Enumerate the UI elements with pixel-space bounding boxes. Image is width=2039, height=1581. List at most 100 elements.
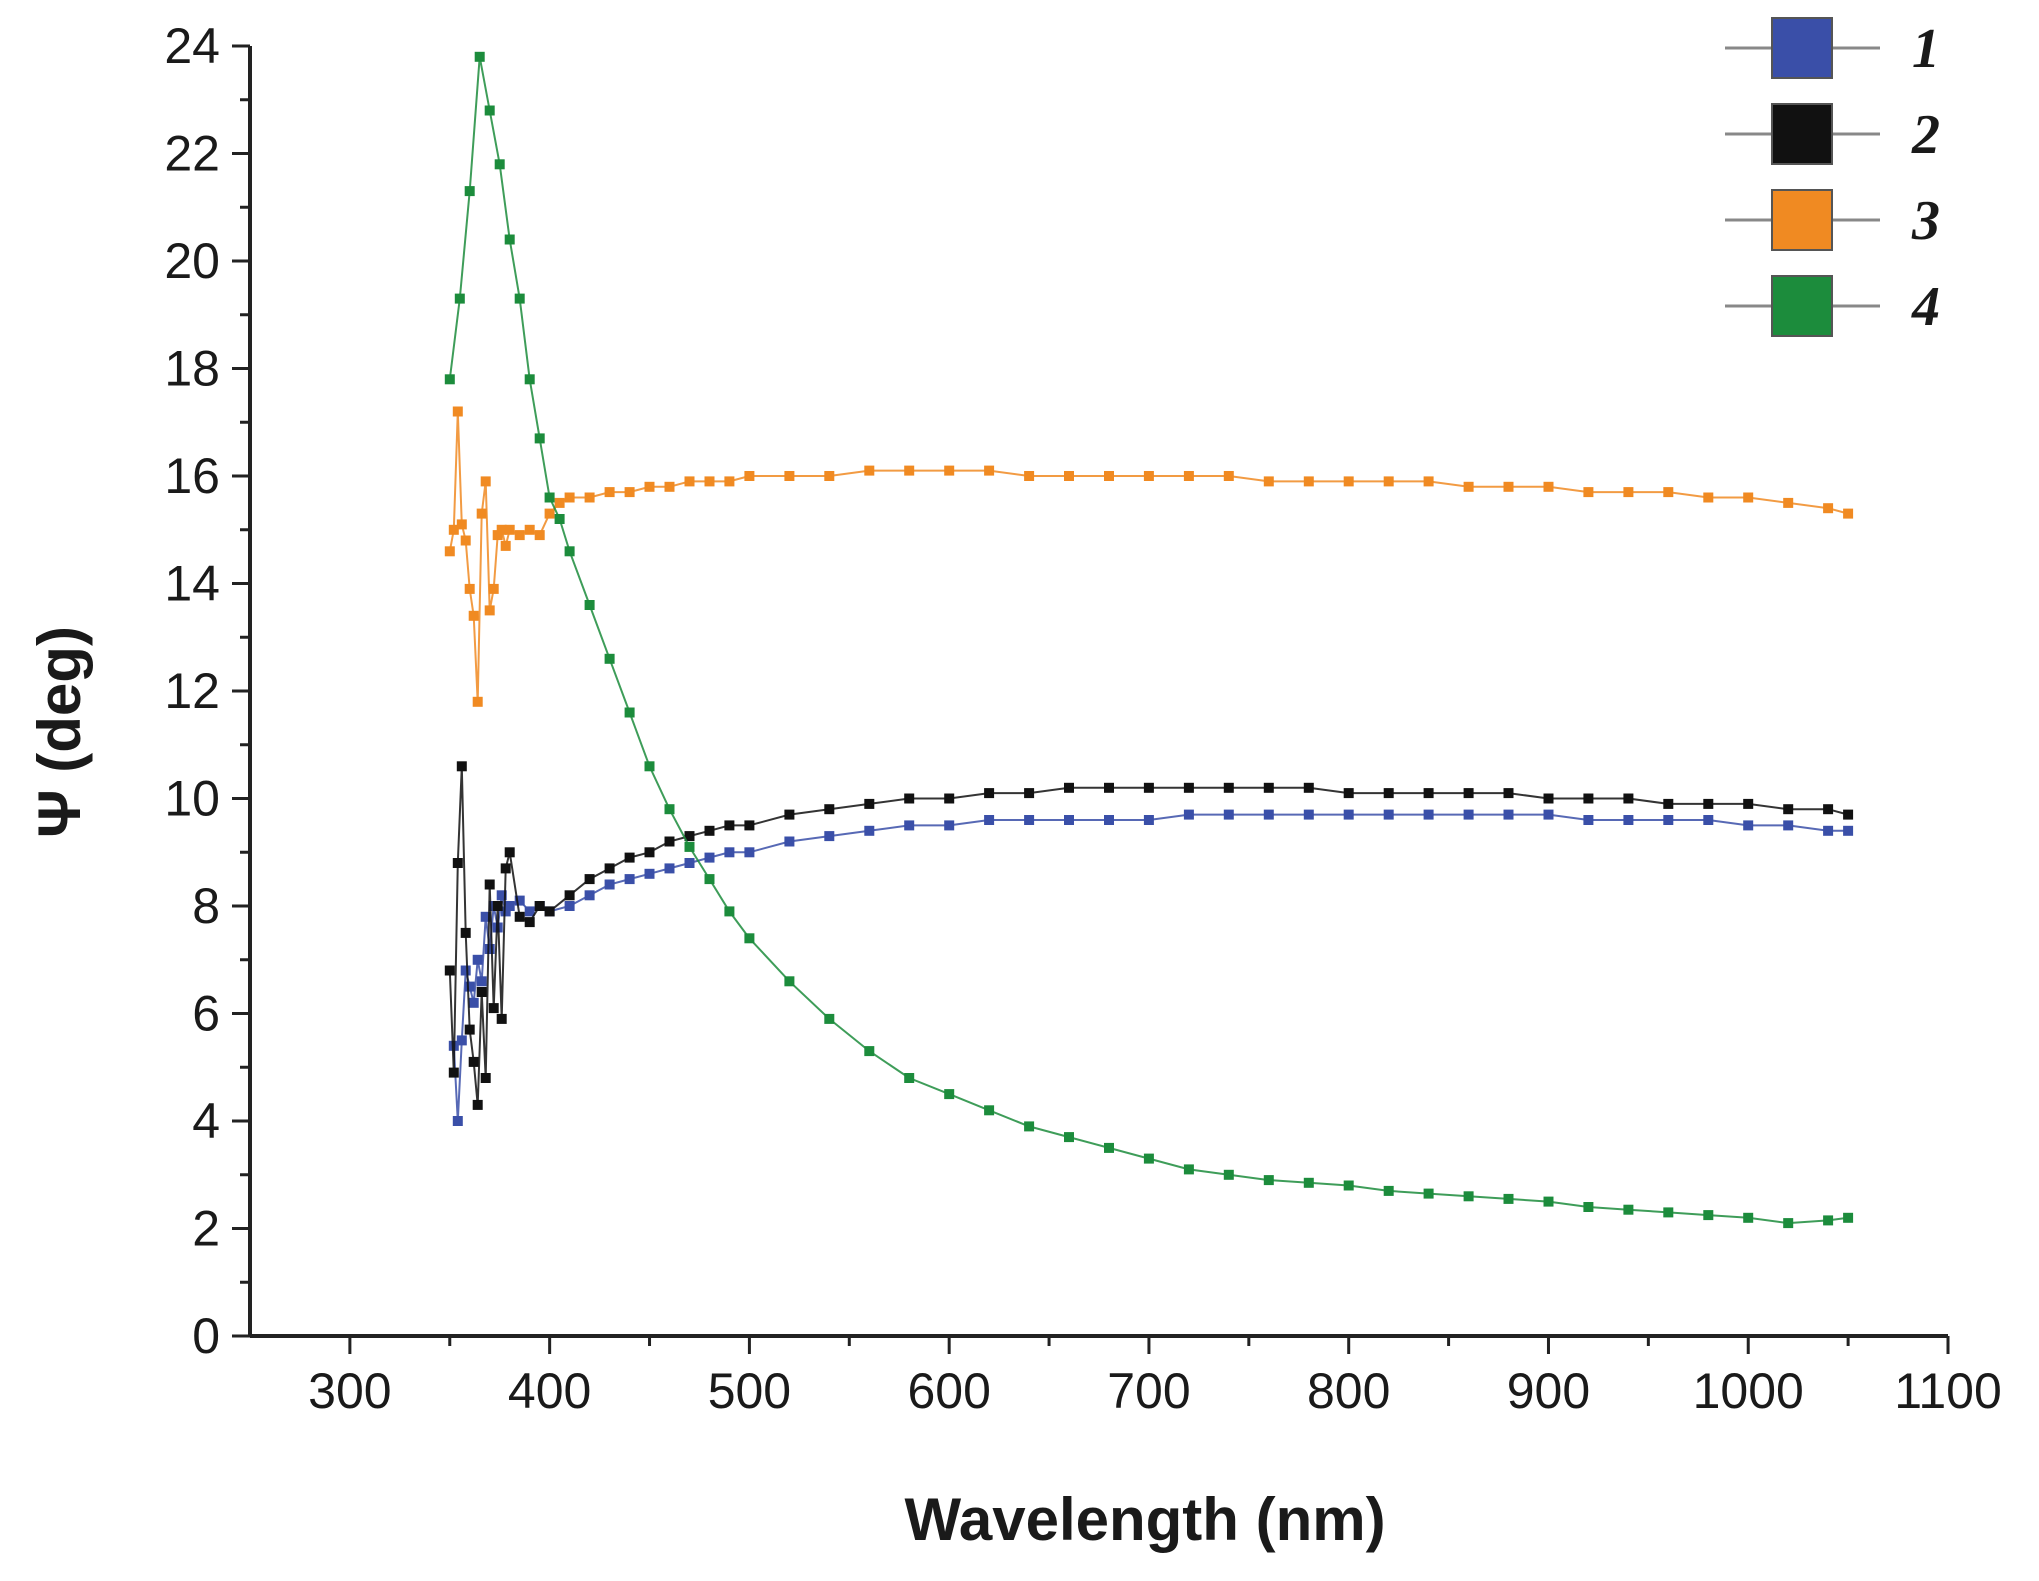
- series-1-point: [744, 847, 755, 858]
- series-2-point: [664, 836, 675, 847]
- series-2-point: [444, 965, 455, 976]
- y-tick-label: 2: [192, 1201, 220, 1257]
- series-1-point: [500, 906, 511, 917]
- series-4-point: [524, 374, 535, 385]
- series-3-point: [448, 524, 459, 535]
- series-3-point: [624, 487, 635, 498]
- series-4-point: [904, 1073, 915, 1083]
- series-1-point: [1783, 820, 1794, 831]
- series-3-point: [944, 465, 955, 476]
- series-2-point: [484, 879, 495, 890]
- legend-swatch-2: [1771, 103, 1833, 165]
- series-3-point: [460, 535, 471, 546]
- series-3-point: [1263, 476, 1274, 487]
- series-1-point: [1743, 820, 1754, 831]
- series-1-point: [704, 852, 715, 863]
- series-4-point: [704, 874, 715, 885]
- y-tick-label: 18: [164, 341, 220, 397]
- series-2-point: [1503, 788, 1514, 799]
- series-1-point: [724, 847, 735, 858]
- series-1-point: [504, 901, 515, 911]
- legend-label-1: 1: [1912, 18, 1940, 80]
- series-4-point: [544, 492, 555, 503]
- series-1-point: [1343, 809, 1354, 820]
- series-2-point: [704, 825, 715, 836]
- series-3-point: [1064, 471, 1074, 481]
- series-4-point: [684, 841, 695, 852]
- series-4-point: [724, 906, 735, 917]
- series-1-point: [452, 1116, 463, 1126]
- series-1-point: [464, 981, 475, 992]
- series-4-point: [1623, 1204, 1634, 1215]
- series-2-point: [944, 793, 955, 804]
- series-3-point: [744, 471, 755, 481]
- series-1-point: [1183, 809, 1194, 820]
- series-3-point: [864, 465, 875, 476]
- series-4-point: [664, 804, 675, 815]
- x-tick-label: 800: [1307, 1363, 1390, 1419]
- y-tick-label: 16: [164, 448, 220, 504]
- x-tick-label: 500: [708, 1363, 791, 1419]
- series-3-point: [644, 481, 655, 492]
- series-2-point: [1024, 788, 1035, 799]
- series-4-point: [1343, 1180, 1354, 1191]
- series-3-point: [664, 481, 675, 492]
- series-2-point: [488, 1003, 499, 1014]
- series-2-point: [464, 1024, 475, 1035]
- series-2-point: [1104, 782, 1114, 793]
- series-1-point: [1064, 815, 1074, 825]
- series-2-point: [984, 788, 995, 799]
- series-2-point: [492, 901, 503, 911]
- series-3-point: [504, 524, 515, 535]
- y-tick-label: 24: [164, 18, 220, 74]
- series-2-point: [584, 874, 595, 885]
- series-4-point: [1783, 1218, 1794, 1229]
- series-3-point: [1543, 481, 1554, 492]
- series-1-point: [1263, 809, 1274, 820]
- series-3-point: [488, 583, 499, 594]
- y-tick-label: 12: [164, 663, 220, 719]
- y-tick-label: 0: [192, 1308, 220, 1364]
- series-2-point: [1263, 782, 1274, 793]
- x-tick-label: 600: [907, 1363, 990, 1419]
- series-2-point: [1703, 798, 1714, 809]
- series-3-point: [904, 465, 915, 476]
- series-2-point: [1663, 798, 1674, 809]
- series-2-point: [1623, 793, 1634, 804]
- series-4-point: [944, 1089, 955, 1100]
- series-1-point: [664, 863, 675, 874]
- series-3-point: [1583, 487, 1594, 498]
- series-3-point: [1463, 481, 1474, 492]
- series-3-point: [1143, 471, 1154, 481]
- y-tick-label: 14: [164, 556, 220, 612]
- series-3-point: [496, 524, 507, 535]
- series-4-point: [1183, 1164, 1194, 1175]
- series-3-point: [514, 530, 525, 541]
- series-4-point: [1743, 1212, 1754, 1223]
- series-1-point: [1583, 815, 1594, 825]
- series-1-point: [514, 895, 525, 906]
- x-tick-label: 900: [1507, 1363, 1590, 1419]
- series-2-point: [1463, 788, 1474, 799]
- series-1-point: [1503, 809, 1514, 820]
- series-4-point: [464, 186, 475, 197]
- series-4-point: [644, 761, 655, 772]
- series-3-point: [492, 530, 503, 541]
- series-2-point: [514, 911, 525, 922]
- series-4-point: [1223, 1169, 1234, 1180]
- series-3-point: [484, 605, 495, 616]
- series-1-point: [584, 890, 595, 901]
- series-2-point: [480, 1073, 491, 1083]
- series-4-point: [1703, 1210, 1714, 1221]
- y-tick-label: 4: [192, 1093, 220, 1149]
- series-3-point: [584, 492, 595, 503]
- series-1-point: [644, 868, 655, 879]
- series-4-point: [1583, 1202, 1594, 1212]
- series-1: [448, 809, 1854, 1126]
- series-2-point: [1223, 782, 1234, 793]
- series-4-point: [484, 105, 495, 116]
- series-4-point: [984, 1105, 995, 1116]
- series-3-point: [1823, 503, 1834, 514]
- series-2-point: [1783, 804, 1794, 815]
- series-4-point: [564, 546, 575, 557]
